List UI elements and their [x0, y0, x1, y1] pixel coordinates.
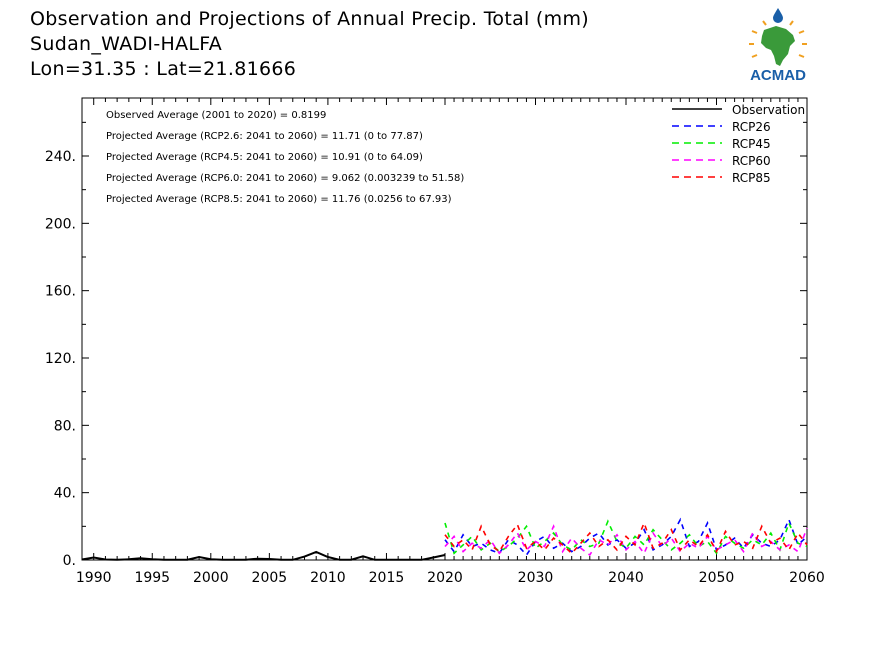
- series-line-observation: [81, 550, 446, 561]
- y-tick-label: 240.: [45, 149, 76, 165]
- station-name: Sudan_WADI-HALFA: [30, 33, 223, 55]
- x-tick-label: 2030: [518, 570, 554, 586]
- x-tick-label: 2000: [193, 570, 229, 586]
- y-tick-label: 80.: [54, 418, 76, 434]
- annotation-line: Projected Average (RCP2.6: 2041 to 2060)…: [106, 131, 423, 142]
- water-drop-icon: [773, 8, 783, 23]
- series-lines: [81, 517, 808, 561]
- series-line-rcp60: [444, 524, 808, 557]
- annotation-line: Projected Average (RCP4.5: 2041 to 2060)…: [106, 152, 423, 163]
- legend-label: RCP26: [732, 120, 771, 134]
- coordinates-label: Lon=31.35 : Lat=21.81666: [30, 58, 297, 80]
- x-tick-label: 2020: [427, 570, 463, 586]
- chart-title: Observation and Projections of Annual Pr…: [30, 8, 589, 30]
- y-tick-label: 0.: [63, 553, 76, 569]
- y-tick-label: 40.: [54, 486, 76, 502]
- x-tick-labels: 1990 1995 2000 2005 2010 2015 2020 2030 2040 2050…: [76, 570, 825, 586]
- y-tick-labels: 0. 40. 80. 120. 160. 200. 240.: [45, 149, 76, 569]
- y-tick-label: 160.: [45, 284, 76, 300]
- legend-label: RCP60: [732, 154, 771, 168]
- sun-rays-icon: [749, 17, 807, 58]
- acmad-logo-text: ACMAD: [750, 67, 806, 84]
- series-line-rcp85: [444, 520, 808, 555]
- x-tick-label: 2050: [699, 570, 735, 586]
- y-tick-label: 120.: [45, 351, 76, 367]
- x-tick-label: 2005: [252, 570, 288, 586]
- x-tick-label: 2040: [608, 570, 644, 586]
- annotation-line: Projected Average (RCP6.0: 2041 to 2060)…: [106, 173, 464, 184]
- africa-map-icon: [761, 26, 795, 66]
- x-tick-label: 2010: [310, 570, 346, 586]
- legend: Observation RCP26 RCP45 RCP60 RCP85: [672, 103, 805, 185]
- annotations: Observed Average (2001 to 2020) = 0.8199…: [106, 110, 464, 205]
- annotation-line: Observed Average (2001 to 2020) = 0.8199: [106, 110, 326, 121]
- annotation-line: Projected Average (RCP8.5: 2041 to 2060)…: [106, 194, 452, 205]
- x-tick-label: 1990: [76, 570, 112, 586]
- acmad-logo: ACMAD: [749, 8, 807, 84]
- plot-frame: [81, 97, 808, 561]
- x-tick-label: 2015: [369, 570, 405, 586]
- legend-label: RCP45: [732, 137, 771, 151]
- legend-label: Observation: [732, 103, 805, 117]
- axis-ticks: [82, 98, 808, 561]
- x-tick-label: 2060: [789, 570, 825, 586]
- y-tick-label: 200.: [45, 216, 76, 232]
- x-tick-label: 1995: [134, 570, 170, 586]
- legend-label: RCP85: [732, 171, 771, 185]
